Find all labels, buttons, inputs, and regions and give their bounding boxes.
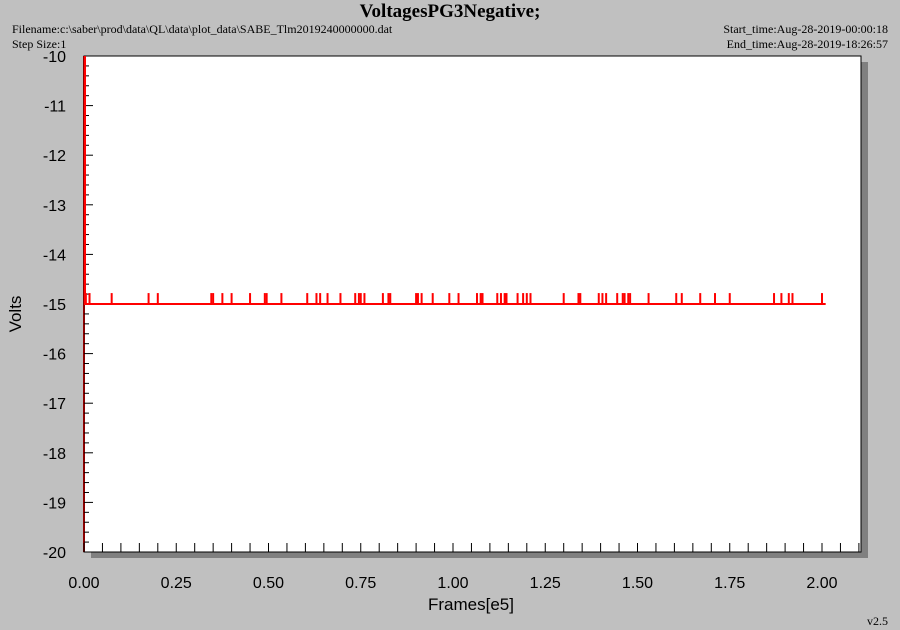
version-label: v2.5	[867, 614, 888, 628]
x-axis-label: Frames[e5]	[428, 595, 514, 614]
x-tick-label: 0.75	[345, 575, 376, 592]
step-size-label: Step Size:1	[12, 37, 67, 51]
y-tick-label: -14	[43, 247, 66, 264]
y-tick-label: -11	[44, 99, 66, 116]
y-tick-label: -20	[43, 545, 66, 562]
y-tick-label: -19	[43, 495, 66, 512]
y-tick-label: -15	[43, 297, 66, 314]
filename-label: Filename:c:\saber\prod\data\QL\data\plot…	[12, 22, 393, 36]
chart-title: VoltagesPG3Negative;	[359, 1, 541, 22]
x-tick-label: 1.50	[622, 575, 653, 592]
y-tick-label: -12	[43, 148, 66, 165]
x-tick-label: 0.00	[68, 575, 99, 592]
y-tick-label: -18	[43, 446, 66, 463]
y-tick-label: -16	[43, 347, 66, 364]
y-axis-label: Volts	[6, 296, 25, 333]
x-tick-label: 1.25	[530, 575, 561, 592]
x-tick-label: 1.00	[437, 575, 468, 592]
x-tick-label: 1.75	[714, 575, 745, 592]
start-time-label: Start_time:Aug-28-2019-00:00:18	[723, 22, 888, 36]
x-tick-label: 0.50	[253, 575, 284, 592]
end-time-label: End_time:Aug-28-2019-18:26:57	[726, 37, 888, 51]
y-tick-label: -10	[43, 49, 66, 66]
y-tick-label: -17	[43, 396, 66, 413]
series-voltage	[84, 56, 826, 305]
x-tick-label: 2.00	[806, 575, 837, 592]
x-tick-label: 0.25	[161, 575, 192, 592]
x-axis: 0.00 0.25 0.50 0.75 1.00 1.25 1.50 1.75 2.00	[68, 543, 860, 592]
y-tick-label: -13	[43, 198, 66, 215]
